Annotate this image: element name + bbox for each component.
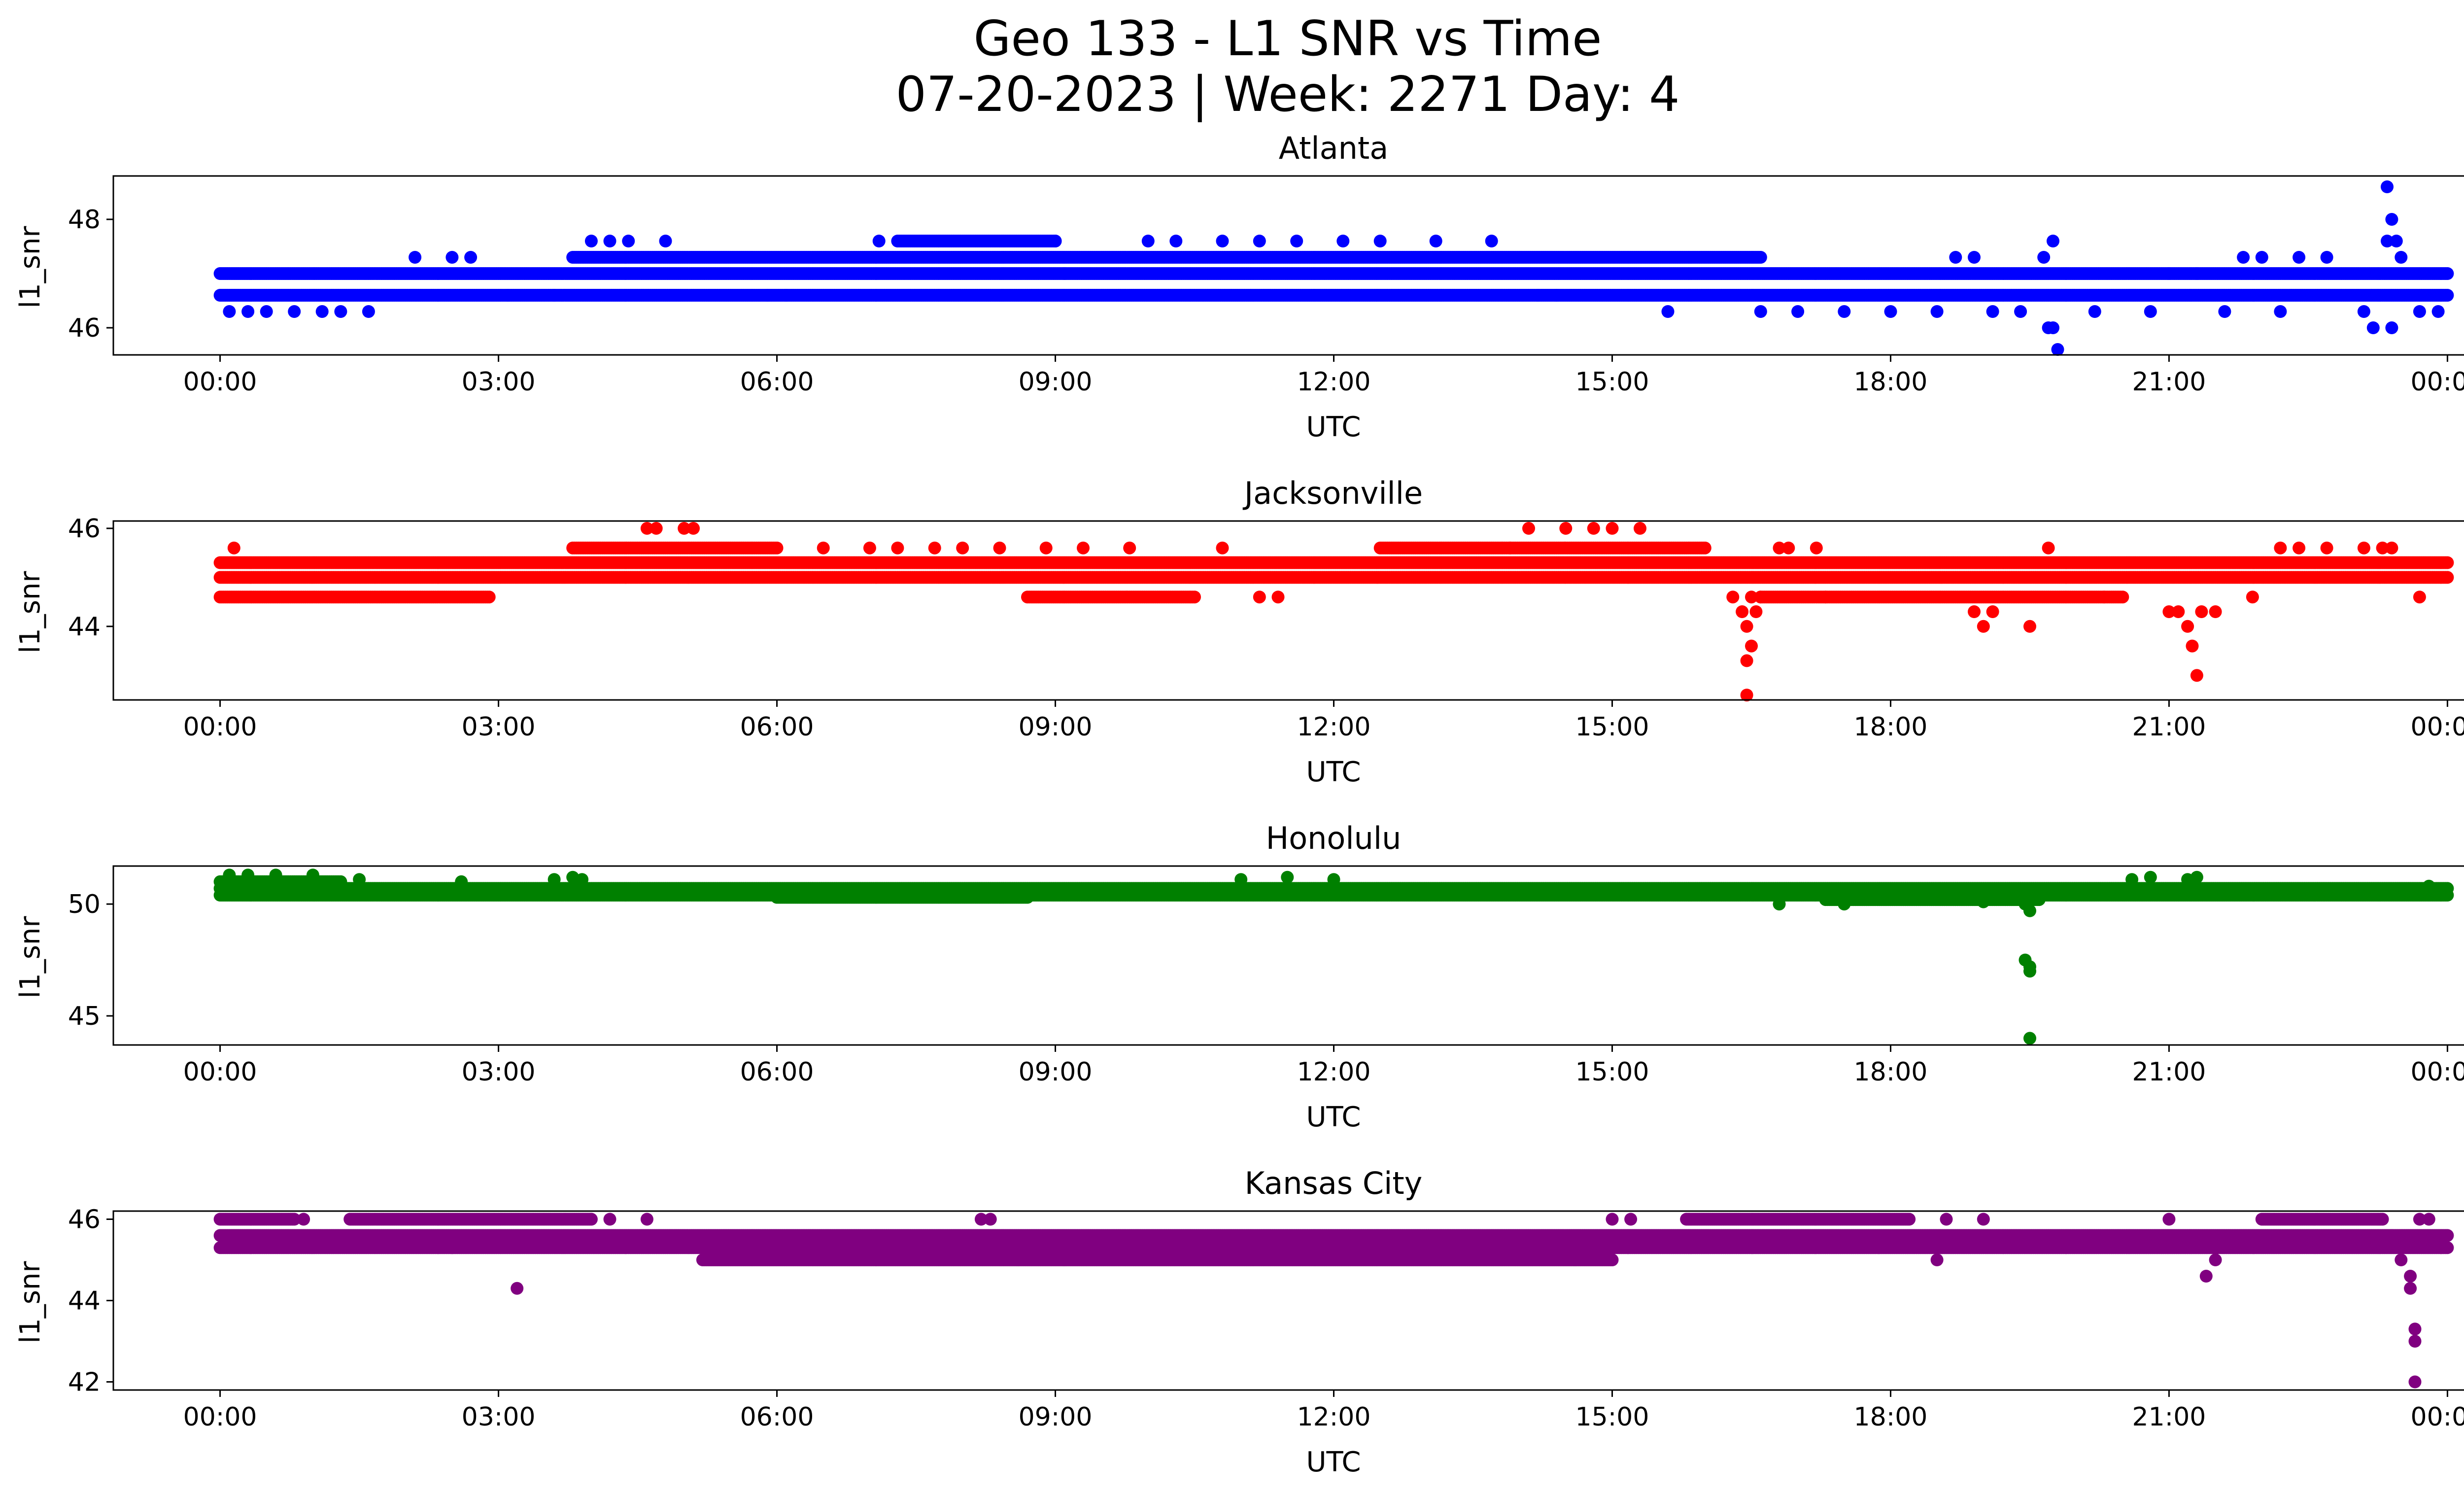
data-point	[2413, 305, 2426, 318]
data-point	[241, 305, 255, 318]
data-point	[2274, 305, 2287, 318]
data-point	[1429, 235, 1442, 247]
data-point	[2441, 289, 2454, 302]
data-point	[584, 235, 598, 247]
data-point	[464, 251, 478, 264]
x-tick-label: 18:00	[1854, 367, 1928, 397]
data-point	[2037, 251, 2051, 264]
panel-atlanta: Atlanta l1_snr UTC 00:00 03:00 06:00 09:00 1…	[14, 130, 2464, 443]
data-point	[1141, 235, 1155, 247]
data-point	[2431, 305, 2445, 318]
data-point	[2395, 251, 2408, 264]
data-point	[1373, 235, 1387, 247]
x-tick-label: 12:00	[1297, 367, 1371, 397]
data-point	[1949, 251, 1962, 264]
data-point	[2320, 251, 2333, 264]
data-point	[872, 235, 886, 247]
data-point	[1986, 305, 1999, 318]
data-point	[2385, 321, 2398, 334]
x-tick-label: 15:00	[1575, 367, 1649, 397]
data-point	[2381, 180, 2394, 193]
panel-title: Atlanta	[1279, 130, 1388, 166]
data-point	[1791, 305, 1805, 318]
x-tick-label: 21:00	[2132, 367, 2206, 397]
data-point	[1754, 305, 1767, 318]
data-point	[1169, 235, 1183, 247]
data-point	[260, 305, 273, 318]
data-point	[362, 305, 375, 318]
data-point	[1253, 235, 1266, 247]
x-tick-label: 03:00	[462, 367, 536, 397]
data-point	[1531, 289, 1544, 302]
data-point	[2255, 251, 2268, 264]
data-point	[2088, 305, 2101, 318]
panel-jacksonville: Jacksonville l1_snr UTC 00:00 03:00 06:00 0…	[14, 475, 2464, 788]
y-tick-label: 46	[68, 313, 101, 343]
figure-title-line2: 07-20-2023 | Week: 2271 Day: 4	[896, 67, 1680, 123]
panel-title: Jacksonville	[1242, 475, 1423, 511]
x-tick-label: 00:00	[183, 367, 257, 397]
data-point	[2357, 305, 2370, 318]
figure-title-line1: Geo 133 - L1 SNR vs Time	[974, 11, 1602, 67]
series-bands	[213, 235, 2454, 302]
data-point	[334, 305, 347, 318]
data-point	[1336, 235, 1350, 247]
data-point	[603, 235, 616, 247]
data-point	[548, 289, 561, 302]
data-point	[2293, 251, 2306, 264]
data-point	[445, 251, 459, 264]
x-axis-label: UTC	[1306, 411, 1361, 443]
data-point	[2381, 235, 2394, 247]
data-point	[2162, 267, 2176, 280]
x-tick-label: 00:00	[2410, 367, 2464, 397]
data-point	[1930, 305, 1944, 318]
data-point	[2144, 305, 2157, 318]
data-point	[2385, 213, 2398, 226]
data-point	[1485, 235, 1498, 247]
data-point	[501, 289, 514, 302]
y-axis-label: l1_snr	[14, 571, 46, 654]
y-axis-label: l1_snr	[14, 226, 46, 309]
data-point	[2047, 321, 2059, 334]
data-point	[2441, 267, 2454, 280]
data-point	[1550, 289, 1563, 302]
axes-frame	[112, 175, 2464, 356]
x-axis-label: UTC	[1306, 756, 1361, 788]
data-point	[2190, 267, 2203, 280]
data-point	[1661, 305, 1675, 318]
data-point	[780, 289, 793, 302]
x-tick-label: 06:00	[740, 367, 814, 397]
data-point	[2366, 321, 2380, 334]
data-point	[1754, 251, 1767, 264]
data-point	[2051, 343, 2064, 356]
data-point	[409, 251, 422, 264]
data-point	[2237, 251, 2250, 264]
data-point	[2218, 305, 2231, 318]
data-point	[315, 305, 329, 318]
series-bands	[213, 541, 2454, 604]
x-tick-label: 09:00	[1019, 367, 1093, 397]
data-point	[288, 305, 301, 318]
data-point	[1290, 235, 1303, 247]
y-tick-label: 48	[68, 205, 101, 235]
data-point	[1968, 251, 1981, 264]
data-point	[1884, 305, 1897, 318]
data-point	[1216, 235, 1229, 247]
data-point	[1058, 267, 1071, 280]
data-point	[659, 235, 672, 247]
data-point	[761, 289, 774, 302]
data-point	[2047, 235, 2059, 247]
data-point	[2441, 556, 2454, 569]
data-point	[1049, 235, 1062, 247]
data-point	[223, 305, 236, 318]
data-point	[1838, 305, 1851, 318]
data-point	[622, 235, 635, 247]
data-point	[2014, 305, 2027, 318]
